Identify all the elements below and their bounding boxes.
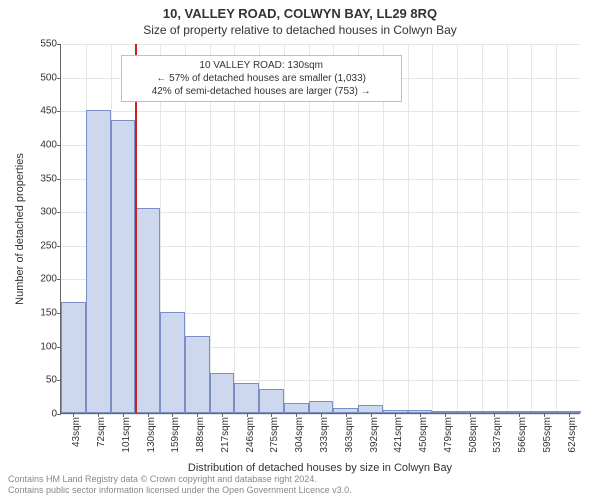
histogram-bar [234,383,259,413]
xtick-label: 537sqm [492,417,503,453]
chart-title: 10, VALLEY ROAD, COLWYN BAY, LL29 8RQ [0,6,600,21]
xtick-label: 624sqm [567,417,578,453]
histogram-bar [482,411,507,413]
ytick-label: 150 [40,308,61,319]
annotation-line: ← 57% of detached houses are smaller (1,… [128,72,395,85]
xtick-label: 304sqm [294,417,305,453]
xtick-label: 275sqm [269,417,280,453]
ytick-label: 0 [51,409,61,420]
histogram-bar [309,401,334,413]
ytick-label: 250 [40,240,61,251]
xtick-label: 392sqm [369,417,380,453]
histogram-bar [432,411,457,413]
annotation-line: 10 VALLEY ROAD: 130sqm [128,59,395,72]
gridline-horizontal [61,111,580,112]
histogram-bar [507,411,532,413]
ytick-label: 550 [40,39,61,50]
histogram-bar [383,410,408,413]
gridline-vertical [507,44,508,413]
xtick-label: 595sqm [542,417,553,453]
ytick-label: 350 [40,173,61,184]
histogram-bar [86,110,111,413]
histogram-bar [457,411,482,413]
histogram-bar [284,403,309,413]
ytick-label: 500 [40,72,61,83]
gridline-horizontal [61,44,580,45]
histogram-bar [259,389,284,413]
footer-line-2: Contains public sector information licen… [8,485,352,496]
histogram-bar [61,302,86,413]
ytick-label: 100 [40,341,61,352]
chart-titles: 10, VALLEY ROAD, COLWYN BAY, LL29 8RQ Si… [0,0,600,37]
gridline-horizontal [61,179,580,180]
xtick-label: 363sqm [344,417,355,453]
histogram-bar [408,410,433,413]
y-axis-label: Number of detached properties [14,153,26,305]
xtick-label: 130sqm [146,417,157,453]
ytick-label: 200 [40,274,61,285]
ytick-label: 50 [46,375,61,386]
gridline-vertical [482,44,483,413]
xtick-label: 421sqm [393,417,404,453]
histogram-bar [358,405,383,413]
gridline-horizontal [61,145,580,146]
xtick-label: 188sqm [195,417,206,453]
gridline-vertical [531,44,532,413]
xtick-label: 566sqm [517,417,528,453]
footer-line-1: Contains HM Land Registry data © Crown c… [8,474,352,485]
xtick-label: 479sqm [443,417,454,453]
histogram-bar [160,312,185,413]
ytick-label: 300 [40,207,61,218]
xtick-label: 508sqm [468,417,479,453]
annotation-line: 42% of semi-detached houses are larger (… [128,85,395,98]
xtick-label: 246sqm [245,417,256,453]
xtick-label: 159sqm [170,417,181,453]
gridline-vertical [432,44,433,413]
xtick-label: 43sqm [71,417,82,447]
histogram-bar [556,411,581,413]
histogram-bar [185,336,210,413]
chart-area: 05010015020025030035040045050055043sqm72… [60,44,580,414]
ytick-label: 400 [40,139,61,150]
chart-subtitle: Size of property relative to detached ho… [0,23,600,37]
ytick-label: 450 [40,106,61,117]
histogram-bar [333,408,358,413]
plot-region: 05010015020025030035040045050055043sqm72… [60,44,580,414]
histogram-bar [210,373,235,413]
gridline-vertical [556,44,557,413]
histogram-bar [531,411,556,413]
xtick-label: 217sqm [220,417,231,453]
xtick-label: 101sqm [121,417,132,453]
histogram-bar [111,120,136,413]
xtick-label: 333sqm [319,417,330,453]
annotation-callout: 10 VALLEY ROAD: 130sqm← 57% of detached … [121,55,402,102]
histogram-bar [135,208,160,413]
xtick-label: 72sqm [96,417,107,447]
gridline-vertical [457,44,458,413]
x-axis-label: Distribution of detached houses by size … [60,462,580,474]
xtick-label: 450sqm [418,417,429,453]
attribution-footer: Contains HM Land Registry data © Crown c… [8,474,352,497]
gridline-vertical [408,44,409,413]
